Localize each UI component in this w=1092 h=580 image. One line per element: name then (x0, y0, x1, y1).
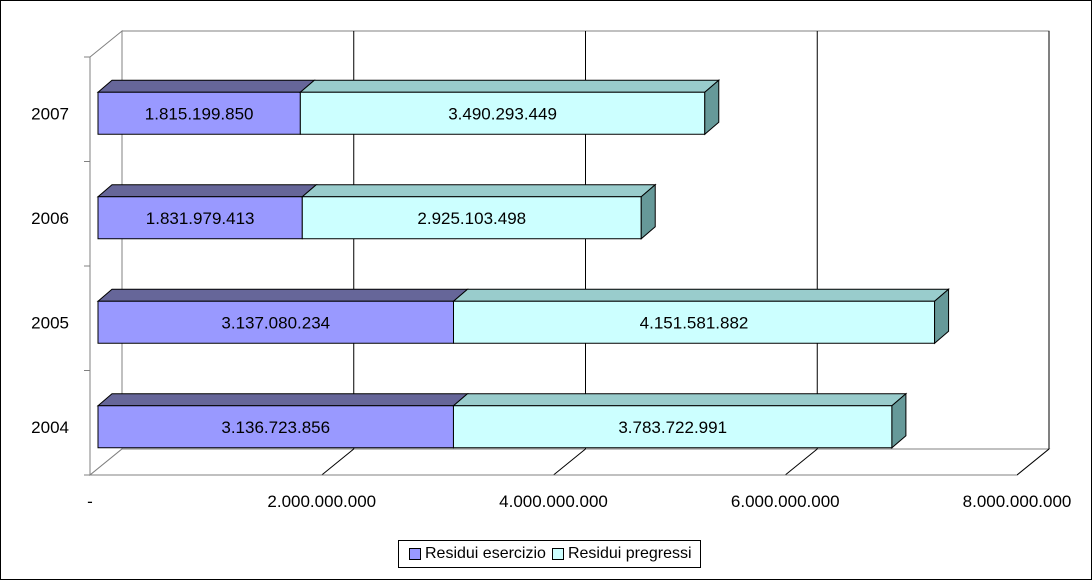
bar (97, 196, 303, 240)
x-tick-label: - (87, 492, 93, 511)
bar-top (298, 79, 721, 93)
bar (97, 405, 454, 449)
bar (299, 91, 706, 135)
y-tick-label: 2004 (31, 418, 69, 437)
data-label: 3.490.293.449 (448, 104, 557, 123)
bar-top (452, 288, 950, 302)
x-tick-label: 4.000.000.000 (499, 492, 608, 511)
bar-chart: - 2.000.000.000 4.000.000.000 6.000.000.000… (31, 29, 1071, 511)
legend-swatch-icon (409, 548, 421, 560)
data-label: 3.783.722.991 (618, 418, 727, 437)
bar-top (96, 79, 316, 93)
floor-gridline (321, 448, 355, 476)
data-label: 3.136.723.856 (221, 418, 330, 437)
bar-side (891, 392, 907, 449)
axes (84, 56, 1017, 476)
data-label: 1.815.199.850 (145, 104, 254, 123)
legend-label: Residui esercizio (425, 545, 546, 562)
bar (452, 405, 893, 449)
bar (301, 196, 642, 240)
bar-top (300, 184, 657, 198)
bar-side (640, 183, 656, 240)
bar-top (96, 393, 469, 407)
bar (453, 300, 936, 344)
x-tick-label: 2.000.000.000 (267, 492, 376, 511)
legend-swatch-icon (551, 548, 564, 560)
data-label: 3.137.080.234 (221, 313, 330, 332)
x-tick-label: 8.000.000.000 (963, 492, 1072, 511)
y-tick-label: 2007 (31, 104, 69, 123)
bar (97, 91, 301, 135)
data-label: 4.151.581.882 (640, 313, 749, 332)
floor-gridline (1016, 448, 1050, 476)
data-label: 1.831.979.413 (146, 209, 255, 228)
floor-gridline (553, 448, 586, 476)
bar-side (704, 79, 720, 136)
floor-gridline (784, 448, 818, 476)
legend: Residui esercizio Residui pregressi (398, 540, 701, 568)
bar-top (96, 184, 318, 198)
labels: - 2.000.000.000 4.000.000.000 6.000.000.000… (31, 104, 1071, 511)
x-tick-label: 6.000.000.000 (731, 492, 840, 511)
data-label: 2.925.103.498 (417, 209, 526, 228)
bar-top (96, 288, 469, 302)
bars (96, 79, 950, 449)
bar-top (452, 393, 908, 407)
legend-label: Residui pregressi (567, 545, 692, 562)
legend-item: Residui pregressi (551, 545, 692, 563)
y-tick-label: 2006 (31, 209, 69, 228)
y-tick-label: 2005 (31, 313, 69, 332)
bar-side (934, 288, 950, 345)
legend-item: Residui esercizio (409, 545, 546, 563)
